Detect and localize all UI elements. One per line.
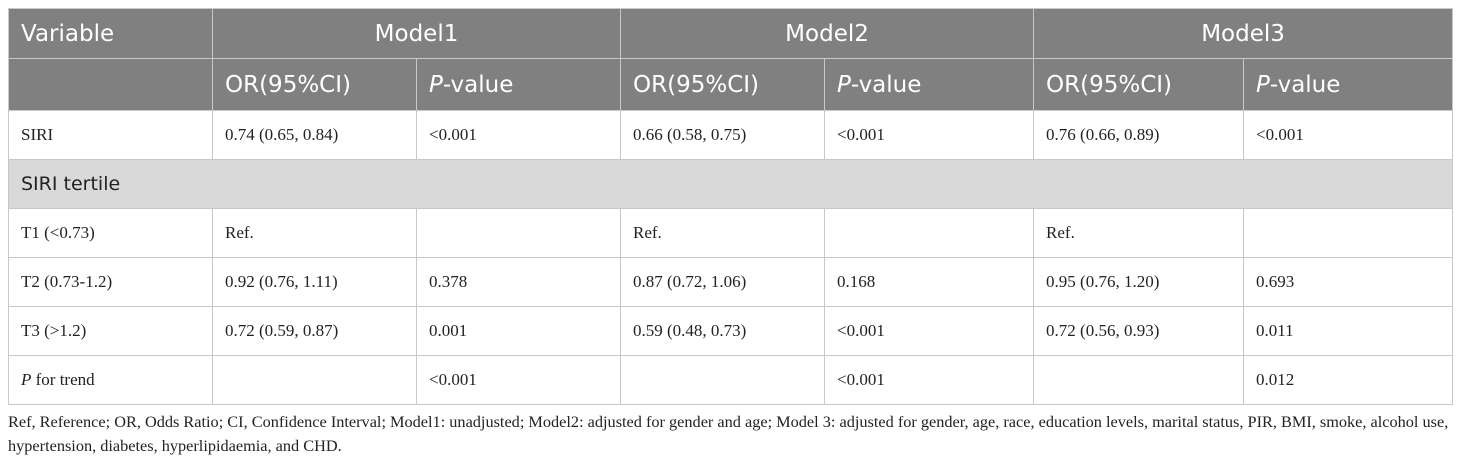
results-table: Variable Model1 Model2 Model3 OR(95%CI) P-val…: [7, 8, 1454, 405]
model-header: Model3: [1033, 8, 1454, 59]
empty-cell: [824, 208, 1035, 258]
empty-cell: [1243, 208, 1454, 258]
data-cell: 0.72 (0.59, 0.87): [212, 306, 417, 356]
subheader-cell: P-value: [415, 58, 622, 111]
data-cell: Ref.: [620, 208, 826, 258]
table-row: P for trend <0.001 <0.001 0.012: [8, 355, 1454, 405]
cell-text: -value: [442, 71, 514, 98]
data-cell: 0.92 (0.76, 1.11): [212, 257, 417, 307]
data-cell: 0.693: [1243, 257, 1454, 307]
data-cell: <0.001: [1243, 110, 1454, 160]
data-cell: Ref.: [1033, 208, 1245, 258]
cell-text: T2 (0.73-1.2): [21, 272, 113, 291]
data-cell: 0.74 (0.65, 0.84): [212, 110, 417, 160]
table-row: T2 (0.73-1.2) 0.92 (0.76, 1.11) 0.378 0.87 …: [8, 257, 1454, 307]
data-cell: 0.168: [824, 257, 1035, 307]
data-cell: 0.012: [1243, 355, 1454, 405]
data-cell: 0.001: [415, 306, 622, 356]
data-cell: <0.001: [824, 306, 1035, 356]
data-cell: 0.95 (0.76, 1.20): [1033, 257, 1245, 307]
row-label: T3 (>1.2): [8, 306, 213, 356]
cell-text: -value: [1269, 71, 1341, 98]
cell-text: OR(95%CI): [1046, 71, 1173, 98]
data-cell: <0.001: [415, 110, 622, 160]
header-cell: [8, 58, 213, 111]
cell-text: for trend: [31, 370, 95, 389]
model-header: Model1: [211, 8, 622, 59]
header-row: Variable Model1 Model2 Model3: [8, 8, 1454, 59]
table-row: T3 (>1.2) 0.72 (0.59, 0.87) 0.001 0.59 (0.4…: [8, 306, 1454, 356]
data-cell: 0.378: [415, 257, 622, 307]
subheader-cell: OR(95%CI): [1033, 58, 1245, 111]
data-cell: <0.001: [824, 110, 1035, 160]
table-row: T1 (<0.73) Ref. Ref. Ref.: [8, 208, 1454, 258]
subheader-cell: P-value: [824, 58, 1035, 111]
cell-text: T3 (>1.2): [21, 321, 87, 340]
data-cell: 0.72 (0.56, 0.93): [1033, 306, 1245, 356]
footnote: Ref, Reference; OR, Odds Ratio; CI, Conf…: [8, 412, 1449, 455]
cell-text: OR(95%CI): [633, 71, 760, 98]
data-cell: 0.87 (0.72, 1.06): [620, 257, 826, 307]
table-row: SIRI 0.74 (0.65, 0.84) <0.001 0.66 (0.58, 0…: [8, 110, 1454, 160]
empty-cell: [1033, 355, 1245, 405]
empty-cell: [415, 208, 622, 258]
data-cell: <0.001: [415, 355, 622, 405]
row-label: T1 (<0.73): [8, 208, 213, 258]
subheader-cell: OR(95%CI): [212, 58, 417, 111]
data-cell: <0.001: [824, 355, 1035, 405]
model-header: Model2: [620, 8, 1035, 59]
italic-text: P: [1256, 71, 1270, 98]
table-body: SIRI 0.74 (0.65, 0.84) <0.001 0.66 (0.58, 0…: [7, 110, 1454, 405]
row-label: P for trend: [8, 355, 213, 405]
data-cell: 0.59 (0.48, 0.73): [620, 306, 826, 356]
cell-text: T1 (<0.73): [21, 223, 95, 242]
empty-cell: [620, 355, 826, 405]
cell-text: SIRI: [21, 125, 54, 144]
italic-text: P: [837, 71, 851, 98]
table-header: Variable Model1 Model2 Model3 OR(95%CI) P-val…: [8, 8, 1454, 111]
header-cell: Variable: [8, 8, 213, 59]
italic-text: P: [429, 71, 443, 98]
data-cell: 0.66 (0.58, 0.75): [620, 110, 826, 160]
subheader-cell: P-value: [1243, 58, 1454, 111]
row-label: SIRI: [8, 110, 213, 160]
data-cell: 0.011: [1243, 306, 1454, 356]
empty-cell: [212, 355, 417, 405]
cell-text: OR(95%CI): [225, 71, 351, 98]
data-cell: 0.76 (0.66, 0.89): [1033, 110, 1245, 160]
subheader-row: OR(95%CI) P-value OR(95%CI) P-value OR(95%CI…: [8, 58, 1454, 111]
section-cell: SIRI tertile: [7, 159, 1454, 209]
cell-text: -value: [850, 71, 922, 98]
row-label: T2 (0.73-1.2): [8, 257, 213, 307]
italic-text: P: [21, 370, 32, 389]
data-cell: Ref.: [212, 208, 417, 258]
subheader-cell: OR(95%CI): [620, 58, 826, 111]
table-row: SIRI tertile: [7, 159, 1454, 209]
